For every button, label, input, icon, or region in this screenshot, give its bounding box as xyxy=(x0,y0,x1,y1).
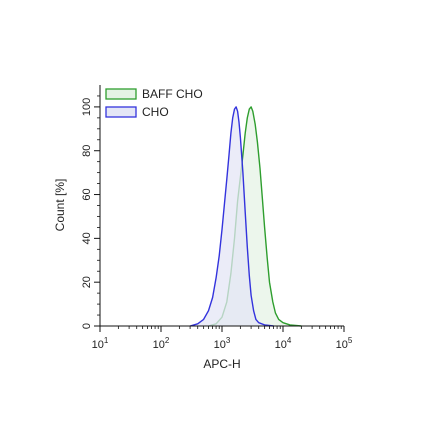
y-axis-label: Count [%] xyxy=(53,179,67,232)
y-tick-label: 0 xyxy=(81,323,93,329)
x-tick-label-exponent: 3 xyxy=(226,336,231,345)
x-tick-label-base: 10 xyxy=(214,339,226,351)
x-tick-label: 101 xyxy=(92,336,109,351)
x-tick-label: 102 xyxy=(153,336,170,351)
y-tick-label: 80 xyxy=(81,145,93,157)
x-tick-label-exponent: 1 xyxy=(104,336,109,345)
legend-swatch-cho xyxy=(105,106,137,118)
x-axis-label: APC-H xyxy=(203,357,240,371)
x-tick-label: 104 xyxy=(275,336,292,351)
x-tick-label-base: 10 xyxy=(92,339,104,351)
series-layer xyxy=(189,106,302,327)
series-line-cho xyxy=(189,106,274,327)
y-ticks: 0 20 40 60 80 100 xyxy=(81,95,100,329)
legend: BAFF CHO CHO xyxy=(105,87,203,119)
x-tick-label-exponent: 2 xyxy=(165,336,170,345)
x-tick-label-exponent: 4 xyxy=(287,336,292,345)
x-tick-label-base: 10 xyxy=(153,339,165,351)
y-tick-label: 20 xyxy=(81,276,93,288)
x-tick-label: 103 xyxy=(214,336,231,351)
legend-label-cho: CHO xyxy=(142,105,169,119)
legend-label-baff-cho: BAFF CHO xyxy=(142,87,203,101)
x-tick-label-base: 10 xyxy=(275,339,287,351)
x-ticks: 101 102 103 104 105 xyxy=(92,326,353,351)
legend-swatch-baff-cho xyxy=(105,88,137,100)
y-tick-label: 60 xyxy=(81,188,93,200)
x-tick-label-exponent: 5 xyxy=(348,336,353,345)
x-tick-label-base: 10 xyxy=(336,339,348,351)
y-tick-label: 100 xyxy=(81,98,93,116)
x-tick-label: 105 xyxy=(336,336,353,351)
series-area-cho xyxy=(190,106,274,327)
y-tick-label: 40 xyxy=(81,232,93,244)
